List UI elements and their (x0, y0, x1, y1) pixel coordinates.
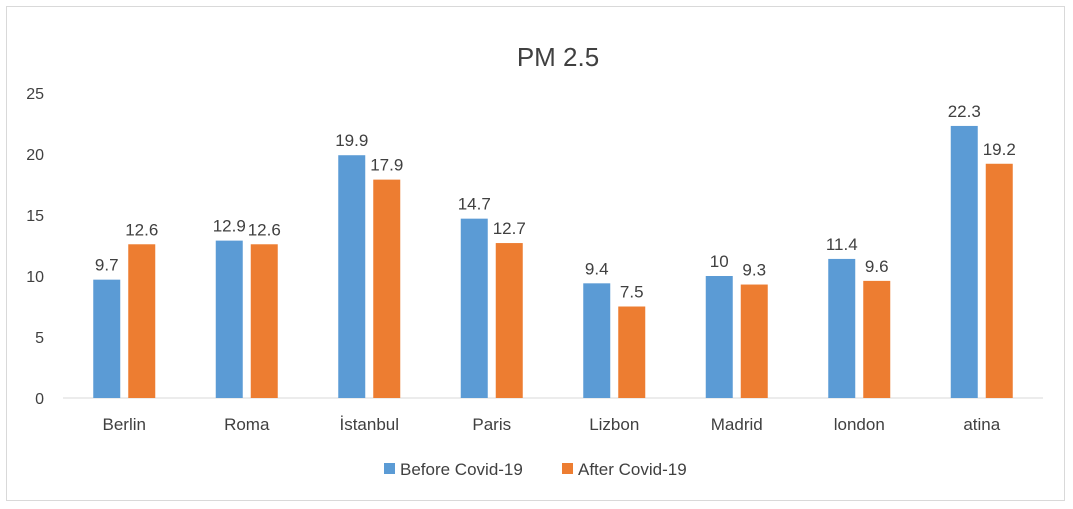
data-label: 9.7 (95, 256, 119, 275)
category-label: Madrid (711, 415, 763, 434)
bar-before (93, 279, 121, 398)
y-tick-label: 5 (35, 330, 44, 347)
category-label: london (834, 415, 885, 434)
bar-after (863, 280, 891, 398)
data-label: 19.9 (335, 131, 368, 150)
data-label: 7.5 (620, 283, 644, 302)
chart-frame (6, 6, 1065, 501)
y-tick-label: 10 (26, 269, 44, 286)
bar-after (985, 163, 1013, 398)
category-label: Paris (472, 415, 511, 434)
y-tick-label: 0 (35, 391, 44, 408)
data-label: 9.6 (865, 257, 889, 276)
category-label: İstanbul (339, 415, 399, 434)
bar-after (618, 306, 646, 398)
bar-after (373, 179, 401, 398)
data-label: 17.9 (370, 156, 403, 175)
bar-before (460, 218, 488, 398)
bar-after (495, 243, 523, 398)
data-label: 12.6 (125, 220, 158, 239)
data-label: 12.7 (493, 219, 526, 238)
category-label: Roma (224, 415, 270, 434)
legend-label: Before Covid-19 (400, 460, 523, 479)
data-label: 11.4 (826, 235, 858, 254)
bar-before (950, 125, 978, 398)
x-axis: Berlin Roma İstanbul Paris Lizbon Madrid londo… (103, 415, 1001, 434)
data-label: 9.4 (585, 259, 609, 278)
bar-before (828, 258, 856, 398)
bar-before (583, 283, 611, 398)
legend-label: After Covid-19 (578, 460, 687, 479)
data-label: 22.3 (948, 102, 981, 121)
bar-before (705, 276, 733, 398)
category-label: Lizbon (589, 415, 639, 434)
y-axis: 0 5 10 15 20 25 (26, 86, 44, 408)
y-tick-label: 15 (26, 208, 44, 225)
y-tick-label: 25 (26, 86, 44, 103)
legend-swatch (384, 463, 395, 474)
category-label: atina (963, 415, 1000, 434)
bar-after (128, 244, 156, 398)
bar-after (250, 244, 278, 398)
legend-swatch (562, 463, 573, 474)
data-label: 12.6 (248, 220, 281, 239)
data-label: 10 (710, 252, 729, 271)
bar-before (215, 240, 243, 398)
data-label: 19.2 (983, 140, 1016, 159)
data-label: 12.9 (213, 217, 246, 236)
data-label: 14.7 (458, 195, 491, 214)
data-label: 9.3 (742, 261, 766, 280)
y-tick-label: 20 (26, 147, 44, 164)
bars (93, 125, 1013, 398)
bar-before (338, 155, 366, 398)
legend: Before Covid-19 After Covid-19 (384, 460, 687, 479)
bar-after (740, 284, 768, 398)
category-label: Berlin (103, 415, 146, 434)
chart-title: PM 2.5 (517, 42, 599, 72)
data-labels: 9.712.6 12.9 12.619.917.914.712.79.47.510 9… (95, 102, 1016, 302)
